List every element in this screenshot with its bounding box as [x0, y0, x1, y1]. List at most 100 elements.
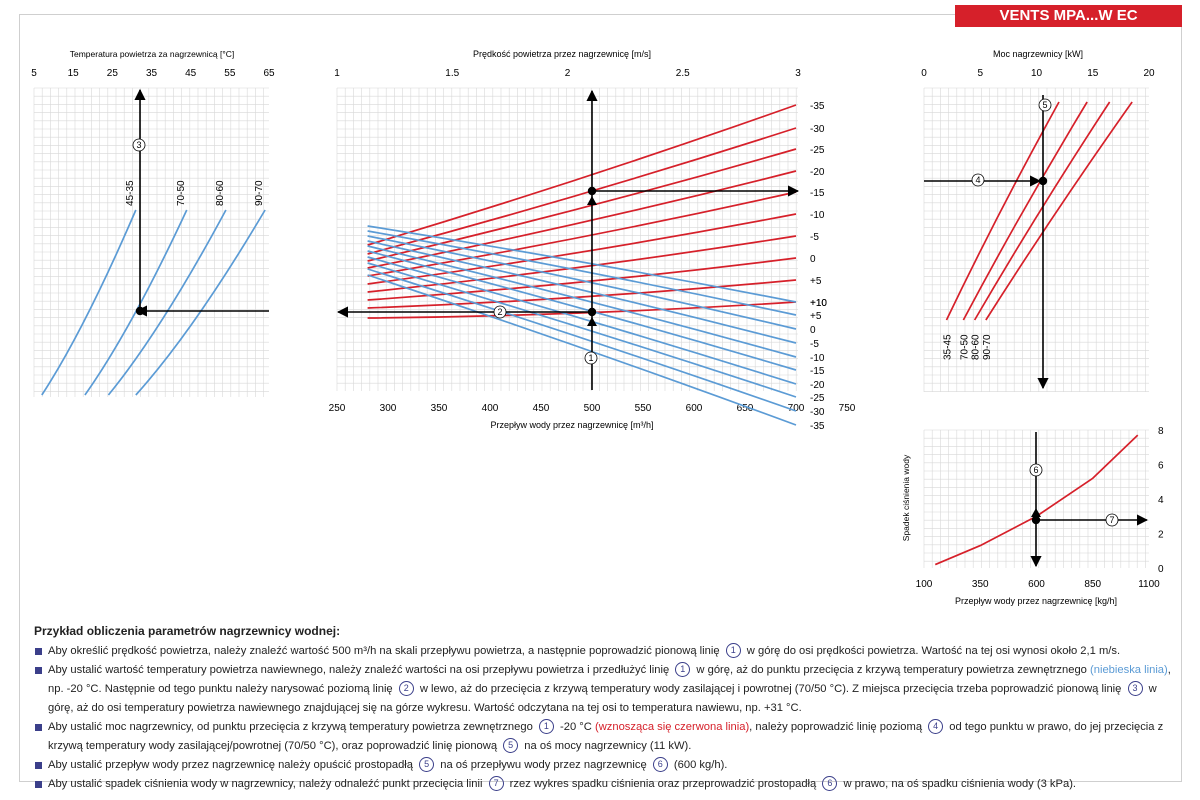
main-bottom-axis-tick: 400 [482, 403, 499, 414]
step-text: Aby ustalić spadek ciśnienia wody w nagr… [48, 778, 486, 790]
blue-curve-label: -10 [810, 353, 825, 364]
power-axis-tick: 0 [921, 68, 927, 79]
red-curve-label: -5 [810, 232, 819, 243]
step-text: w górę do osi prędkości powietrza. Warto… [743, 645, 1121, 657]
intersection-point [135, 306, 145, 316]
charts-area: Temperatura powietrza za nagrzewnicą [°C… [31, 49, 1164, 606]
main-bottom-axis-tick: 500 [584, 403, 601, 414]
pressure-x-title: Przepływ wody przez nagrzewnicę [kg/h] [955, 596, 1117, 606]
red-curve [367, 170, 797, 269]
red-curve [367, 301, 797, 319]
pressure-y-tick: 4 [1158, 495, 1164, 506]
step-number-marker: 1 [725, 643, 741, 658]
blue-curve-label: -5 [810, 339, 819, 350]
example-step: Aby określić prędkość powietrza, należy … [34, 642, 1184, 661]
step-text: w górę, aż do punktu przecięcia z krzywą… [693, 664, 1091, 676]
step-text: na oś przepływu wody przez nagrzewnicę [437, 759, 650, 771]
temp-curve-90-70 [135, 209, 266, 396]
step-text: (wznosząca się czerwona linia) [594, 721, 750, 733]
step-text: Aby określić prędkość powietrza, należy … [48, 645, 723, 657]
temp-curve-80-60 [107, 209, 227, 396]
power-axis-tick: 15 [1087, 68, 1099, 79]
arrow-head-up [1031, 508, 1041, 517]
step-text: rzez wykres spadku ciśnienia oraz przepr… [506, 778, 820, 790]
example-step: Aby ustalić moc nagrzewnicy, od punktu p… [34, 718, 1184, 756]
red-curve-label: -20 [810, 167, 825, 178]
step-number-marker: 6 [822, 776, 838, 791]
step-text: Aby ustalić wartość temperatury powietrz… [48, 664, 673, 676]
example-step: Aby ustalić wartość temperatury powietrz… [34, 661, 1184, 718]
power-curve-70-50 [962, 101, 1088, 321]
power-axis-title: Moc nagrzewnicy [kW] [993, 49, 1083, 59]
power-curve-label: 80-60 [971, 334, 982, 360]
step-text: (niebieska linia) [1090, 664, 1168, 676]
step-text: (600 kg/h). [670, 759, 728, 771]
step-number-marker: 3 [1127, 681, 1143, 696]
step-number-marker: 4 [928, 719, 944, 734]
step-marker-label: 7 [1109, 515, 1114, 525]
temp-axis-tick: 45 [185, 68, 197, 79]
arrow-head-up [587, 196, 597, 205]
step-text: w prawo, na oś spadku ciśnienia wody (3 … [840, 778, 1077, 790]
blue-curve [367, 225, 797, 303]
blue-curve-label: +5 [810, 311, 822, 322]
red-curve-label: -10 [810, 210, 825, 221]
main-top-axis-tick: 3 [795, 68, 801, 79]
red-curve-label: +5 [810, 276, 822, 287]
step-number-marker: 5 [419, 757, 435, 772]
brand-banner: VENTS MPA...W EC [955, 5, 1182, 27]
example-title: Przykład obliczenia parametrów nagrzewni… [34, 624, 341, 638]
step-text: w lewo, aż do przecięcia z krzywą temper… [416, 683, 1125, 695]
power-chart: Moc nagrzewnicy [kW] 0 5 10 15 20 35-45 70-50 80… [921, 49, 1155, 392]
intersection-point [1038, 176, 1048, 186]
power-axis-tick: 10 [1031, 68, 1043, 79]
pressure-x-tick: 600 [1028, 579, 1045, 590]
step-number-marker: 1 [675, 662, 691, 677]
red-curve-label: 0 [810, 254, 816, 265]
pressure-y-tick: 6 [1158, 461, 1164, 472]
pressure-x-tick: 100 [916, 579, 933, 590]
step-marker-circle [493, 305, 507, 319]
temp-curve-70-50 [84, 209, 188, 396]
step-text: Aby ustalić moc nagrzewnicy, od punktu p… [48, 721, 536, 733]
pressure-y-tick: 2 [1158, 530, 1164, 541]
intersection-point [1031, 515, 1041, 525]
temp-axis-title: Temperatura powietrza za nagrzewnicą [°C… [70, 49, 235, 59]
main-bottom-axis-tick: 700 [788, 403, 805, 414]
power-curve-label: 70-50 [959, 334, 970, 360]
step-number-marker: 5 [503, 738, 519, 753]
blue-curve-label: -25 [810, 393, 825, 404]
step-marker-circle [1105, 513, 1119, 527]
red-curve [367, 104, 797, 246]
pressure-y-tick: 0 [1158, 564, 1164, 575]
blue-curve [367, 250, 797, 371]
example-step: Aby ustalić przepływ wody przez nagrzewn… [34, 756, 1184, 775]
blue-curve [367, 256, 797, 385]
pressure-y-tick: 8 [1158, 426, 1164, 437]
red-curve [367, 235, 797, 293]
red-curve-label: +10 [810, 298, 827, 309]
temp-curve-45-35 [41, 209, 137, 396]
power-curve-label: 90-70 [982, 334, 993, 360]
pressure-x-tick: 350 [972, 579, 989, 590]
pressure-drop-chart: 100 350 600 850 1100 0 2 4 6 8 Przepływ wody przez… [901, 426, 1164, 606]
red-curve [367, 213, 797, 285]
temp-curve-label: 80-60 [215, 180, 226, 206]
step-marker-label: 1 [588, 353, 593, 363]
example-steps: Aby określić prędkość powietrza, należy … [34, 642, 1184, 794]
step-marker-circle [132, 138, 146, 152]
blue-curve [367, 235, 797, 330]
blue-curve-label: -20 [810, 380, 825, 391]
main-bottom-axis-tick: 550 [635, 403, 652, 414]
main-bottom-axis-tick: 600 [686, 403, 703, 414]
blue-curve-label: 0 [810, 325, 816, 336]
main-bottom-axis-title: Przepływ wody przez nagrzewnicę [m³/h] [490, 420, 653, 430]
temp-axis-tick: 15 [68, 68, 80, 79]
step-text: od tego punktu w prawo, do jej przecięci… [48, 721, 1164, 752]
intersection-point [587, 186, 597, 196]
step-number-marker: 2 [398, 681, 414, 696]
blue-curve-label: -15 [810, 366, 825, 377]
example-step: Aby ustalić spadek ciśnienia wody w nagr… [34, 775, 1184, 794]
main-top-axis-tick: 1.5 [445, 68, 459, 79]
temp-curve-label: 90-70 [254, 180, 265, 206]
